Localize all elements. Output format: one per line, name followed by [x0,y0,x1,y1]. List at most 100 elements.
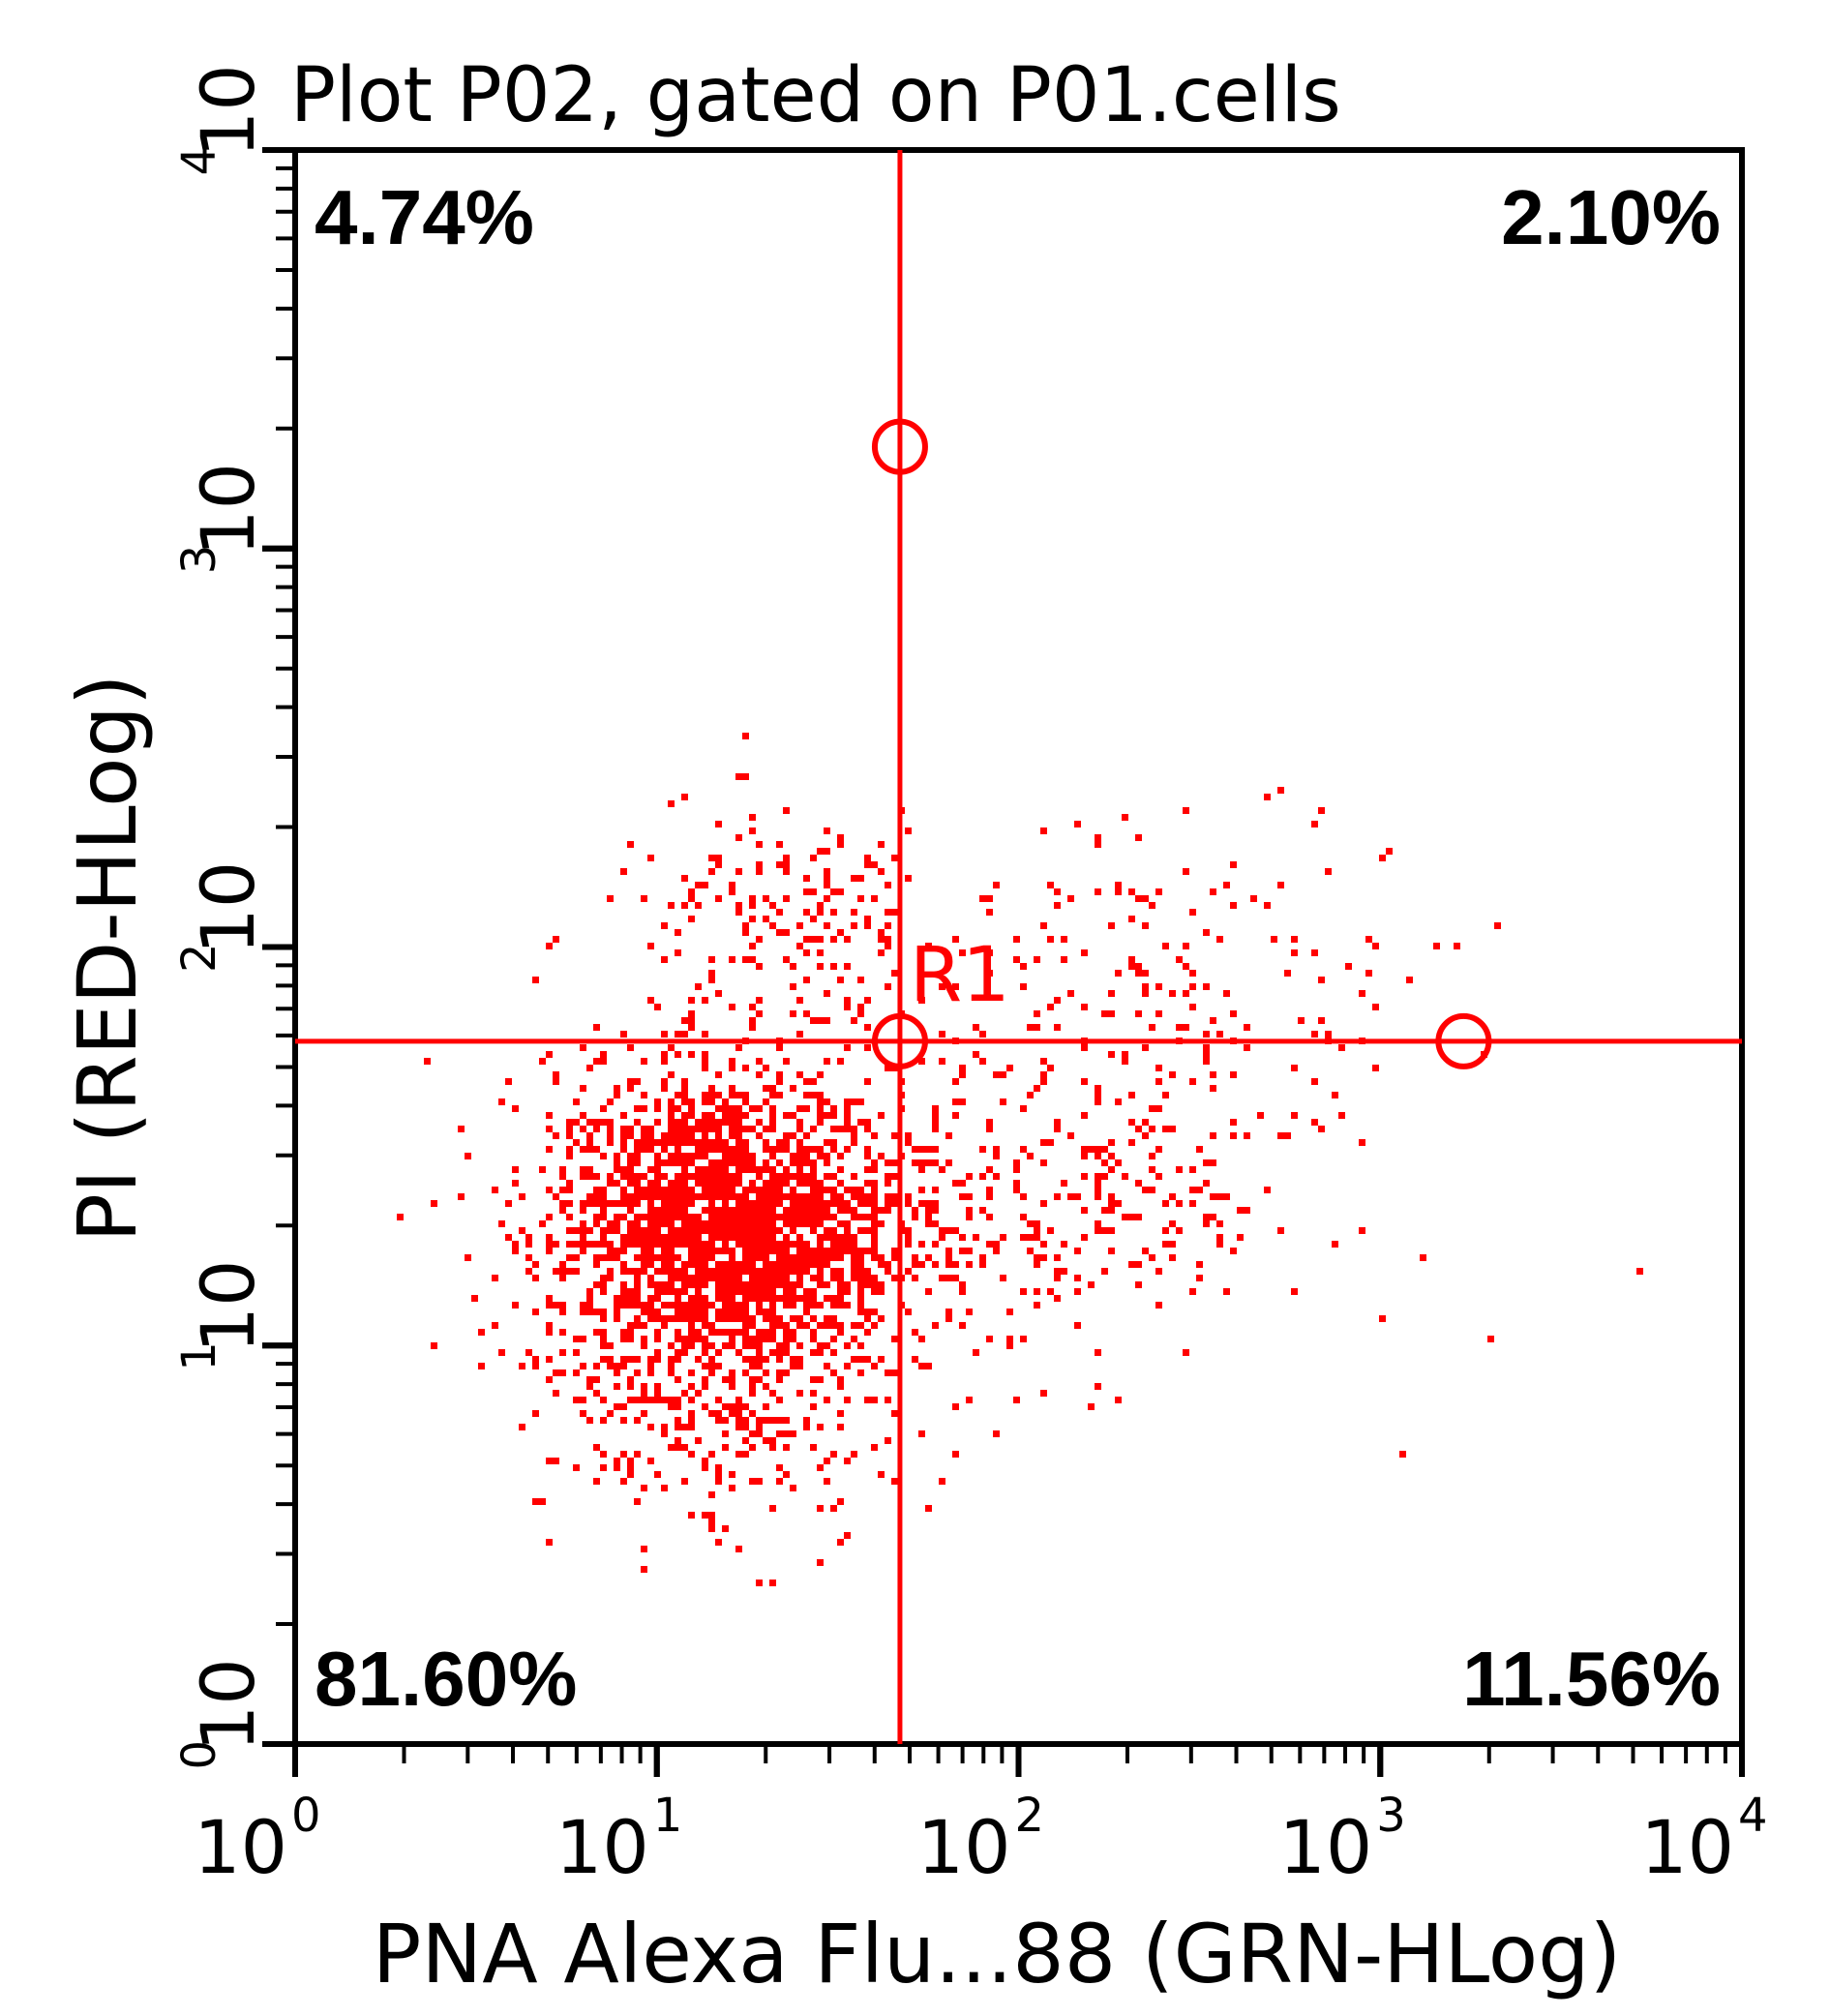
event-dot [803,1295,810,1302]
gate-handle[interactable] [1435,1012,1492,1069]
event-dot [647,1458,654,1464]
event-dot [1122,1173,1128,1180]
event-dot [749,1444,756,1451]
event-dot [871,1214,878,1220]
event-dot [668,1254,675,1261]
event-dot [742,1200,749,1207]
event-dot [1034,1302,1040,1309]
event-dot [708,1342,715,1349]
event-dot [593,1444,600,1451]
event-dot [830,1214,837,1220]
event-dot [966,1214,973,1220]
event-dot [681,1092,688,1098]
event-dot [1108,1153,1115,1159]
event-dot [614,1159,620,1166]
event-dot [627,1288,634,1295]
event-dot [688,1227,695,1234]
event-dot [620,1403,627,1410]
event-dot [932,1187,939,1193]
event-dot [722,1288,729,1295]
event-dot [1210,1159,1216,1166]
event-dot [661,1085,668,1092]
event-dot [715,1471,722,1478]
event-dot [824,1281,830,1288]
event-dot [1244,1044,1250,1051]
event-dot [776,1139,783,1146]
event-dot [1020,1288,1027,1295]
event-dot [661,1302,668,1309]
event-dot [993,1173,1000,1180]
event-dot [1169,1241,1176,1248]
event-dot [708,1329,715,1336]
event-dot [702,1309,708,1315]
event-dot [891,1132,898,1139]
event-dot [715,1329,722,1336]
event-dot [708,1173,715,1180]
gate-handle[interactable] [871,418,928,475]
event-dot [735,1241,742,1248]
event-dot [634,1119,641,1126]
quadrant-gate[interactable]: R1 [295,150,1742,1744]
event-dot [1162,1227,1169,1234]
event-dot [1034,1010,1040,1017]
event-dot [600,1241,607,1248]
event-dot [519,1227,525,1234]
event-dot [715,1227,722,1234]
event-dot [715,1173,722,1180]
event-dot [600,1105,607,1112]
event-dot [1244,1207,1250,1214]
event-dot [742,1227,749,1234]
event-dot [722,1261,729,1268]
x-tick-label: 10 [194,1804,287,1890]
event-dot [647,1220,654,1227]
event-dot [729,1159,735,1166]
event-dot [620,1241,627,1248]
event-dot [735,1146,742,1153]
event-dot [1067,1193,1074,1200]
y-tick-label: 10 [185,1658,271,1752]
event-dot [681,1193,688,1200]
event-dot [722,1153,729,1159]
event-dot [1095,1193,1101,1200]
event-dot [824,1173,830,1180]
event-dot [735,1329,742,1336]
event-dot [722,1241,729,1248]
event-dot [559,1275,566,1281]
event-dot [1122,1214,1128,1220]
event-dot [1203,983,1210,990]
event-dot [695,1119,702,1126]
event-dot [1210,1214,1216,1220]
event-dot [844,936,851,943]
event-dot [702,1248,708,1254]
event-dot [681,1281,688,1288]
event-dot [607,1126,614,1132]
event-dot [702,1058,708,1065]
event-dot [722,1329,729,1336]
event-dot [688,1410,695,1417]
event-dot [742,1092,749,1098]
event-dot [708,1220,715,1227]
event-dot [1230,902,1237,909]
event-dot [905,1227,912,1234]
event-dot [790,1227,796,1234]
gate-handle[interactable] [871,1012,928,1069]
event-dot [763,1126,769,1132]
event-dot [1169,1193,1176,1200]
event-dot [912,1275,918,1281]
event-dot [891,1254,898,1261]
event-dot [688,1173,695,1180]
event-dot [1101,1207,1108,1214]
event-dot [634,1234,641,1241]
event-dot [607,1227,614,1234]
event-dot [1108,1166,1115,1173]
event-dot [607,1356,614,1363]
event-dot [952,936,959,943]
event-dot [695,1288,702,1295]
event-dot [756,1376,763,1383]
event-dot [702,997,708,1004]
event-dot [681,1166,688,1173]
event-dot [634,1105,641,1112]
event-dot [796,1241,803,1248]
event-dot [959,1322,966,1329]
event-dot [634,1193,641,1200]
